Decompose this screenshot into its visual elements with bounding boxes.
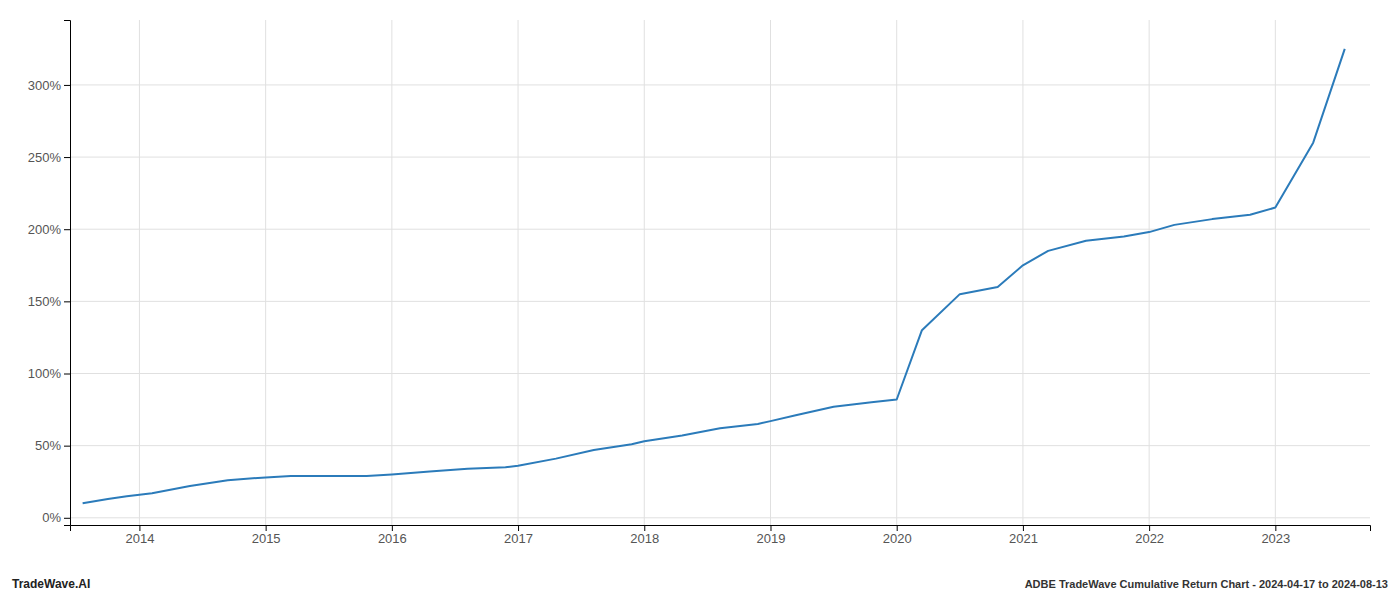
x-tick-label: 2018 [630,531,659,546]
x-tick-mark [1275,525,1276,531]
y-axis-line [64,21,71,526]
line [83,49,1345,504]
y-tick: 100% [28,366,70,381]
x-tick-mark [266,525,267,531]
x-tick-label: 2016 [378,531,407,546]
grid-line-x [770,20,771,525]
x-tick-mark [392,525,393,531]
grid-line-y [70,84,1370,85]
watermark: TradeWave.AI [12,577,90,591]
grid-line-x [391,20,392,525]
grid-line-x [644,20,645,525]
x-tick: 2020 [883,525,912,546]
x-tick: 2015 [252,525,281,546]
x-tick-mark [770,525,771,531]
y-tick-mark [64,374,70,375]
title: ADBE TradeWave Cumulative Return Chart -… [1025,578,1388,590]
y-tick-label: 0% [42,510,61,525]
x-tick-mark [518,525,519,531]
y-tick: 0% [42,510,70,525]
grid-line-x [896,20,897,525]
x-axis-line [71,526,1371,532]
x-tick-label: 2017 [504,531,533,546]
marks [83,49,1345,504]
grid-line-y [70,301,1370,302]
y-tick: 50% [35,438,70,453]
grid-line-y [70,517,1370,518]
x-tick: 2023 [1261,525,1290,546]
x-tick: 2017 [504,525,533,546]
grid-line-y [70,229,1370,230]
grid-line-x [139,20,140,525]
x-tick-label: 2023 [1261,531,1290,546]
grid-line-y [70,445,1370,446]
x-tick-mark [1149,525,1150,531]
grid-line-x [1275,20,1276,525]
x-tick-label: 2022 [1135,531,1164,546]
y-tick: 300% [28,78,70,93]
y-tick-mark [64,301,70,302]
grid-line-x [1149,20,1150,525]
x-axis: 2014 2015 2016 2017 2018 2019 2020 2021 2022 2023 [71,525,1371,546]
chart: 2014 2015 2016 2017 2018 2019 2020 2021 2022 2023… [0,0,1400,600]
x-tick: 2019 [757,525,786,546]
y-tick-mark [64,446,70,447]
y-tick-mark [64,229,70,230]
x-tick-label: 2019 [757,531,786,546]
x-tick-label: 2014 [125,531,154,546]
x-tick-label: 2015 [252,531,281,546]
grid-line-y [70,157,1370,158]
y-tick: 200% [28,222,70,237]
plot: 2014 2015 2016 2017 2018 2019 2020 2021 2022 2023… [28,20,1371,546]
x-tick: 2022 [1135,525,1164,546]
x-tick-mark [644,525,645,531]
x-tick-mark [1023,525,1024,531]
x-tick: 2014 [125,525,154,546]
y-tick-mark [64,157,70,158]
y-tick-label: 300% [28,78,62,93]
grid-line-x [265,20,266,525]
y-tick-label: 150% [28,294,62,309]
grid [70,20,1370,525]
x-tick-mark [139,525,140,531]
y-tick: 250% [28,150,70,165]
y-tick: 150% [28,294,70,309]
y-tick-mark [64,85,70,86]
y-tick-label: 200% [28,222,62,237]
x-tick: 2016 [378,525,407,546]
y-tick-label: 50% [35,438,61,453]
grid-line-x [518,20,519,525]
x-tick-label: 2020 [883,531,912,546]
y-tick-label: 100% [28,366,62,381]
grid-line-x [1022,20,1023,525]
y-tick-label: 250% [28,150,62,165]
x-tick-mark [897,525,898,531]
grid-line-y [70,373,1370,374]
x-tick: 2018 [630,525,659,546]
x-tick-label: 2021 [1009,531,1038,546]
y-tick-mark [64,518,70,519]
y-axis: 0% 50% 100% 150% 200% 250% 300% [28,21,71,526]
x-tick: 2021 [1009,525,1038,546]
